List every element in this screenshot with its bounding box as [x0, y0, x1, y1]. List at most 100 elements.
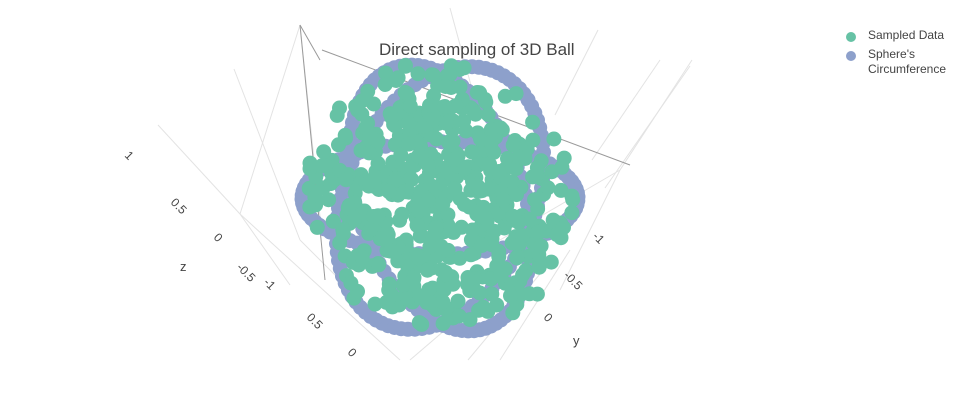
sampled-data-point	[556, 220, 571, 235]
sampled-data-point	[439, 116, 455, 131]
sampled-data-point	[451, 308, 467, 324]
sampled-data-point	[564, 188, 580, 204]
sampled-data-point	[554, 159, 570, 175]
sampled-data-point	[564, 205, 580, 221]
sampled-data-point	[302, 199, 318, 215]
sampled-data-point	[500, 151, 515, 166]
sampled-data-point	[394, 206, 410, 222]
sampled-data-point	[436, 282, 452, 298]
axis-line	[299, 24, 326, 281]
chart-title: Direct sampling of 3D Ball	[379, 40, 575, 59]
sampled-data-point	[420, 193, 436, 208]
sampled-data-point	[471, 179, 487, 195]
sampled-data-point	[393, 147, 409, 163]
sampled-data-point	[478, 94, 494, 110]
grid-line	[559, 169, 621, 291]
sampled-data-point	[508, 161, 524, 177]
sampled-data-point	[378, 65, 394, 81]
sampled-data-point	[478, 210, 494, 226]
sampled-data-point	[509, 187, 524, 203]
sampled-data-point	[361, 174, 377, 190]
sampled-data-point	[462, 199, 477, 215]
sampled-data-point	[420, 157, 436, 173]
sampled-data-point	[530, 201, 546, 217]
sampled-data-point	[440, 134, 456, 150]
sampled-data-point	[435, 294, 451, 310]
axis-line	[299, 24, 321, 61]
sampled-data-point	[354, 93, 370, 109]
z-tick-label: 0.5	[168, 195, 190, 217]
sampled-data-point	[497, 88, 513, 104]
sampled-data-point	[456, 161, 472, 177]
sampled-data-point	[489, 297, 505, 313]
grid-line	[239, 213, 401, 361]
sampled-data-point	[493, 268, 509, 284]
sampled-data-point	[371, 257, 387, 273]
sampled-data-point	[402, 98, 418, 114]
sampled-data-point	[511, 238, 527, 253]
grid-line	[604, 65, 691, 189]
x-tick-label: 0.5	[304, 310, 326, 332]
y-tick-label: -1	[590, 229, 608, 247]
sampled-data-point	[382, 243, 398, 259]
sampled-data-point	[338, 172, 354, 188]
sampled-data-point	[424, 67, 440, 83]
sampled-data-point	[397, 84, 413, 100]
sampled-data-point	[416, 118, 432, 134]
sampled-data-point	[384, 109, 400, 125]
sampled-data-point	[366, 96, 382, 112]
sampled-data-point	[525, 114, 541, 130]
sampled-data-point	[409, 217, 425, 233]
sampled-data-point	[475, 299, 491, 315]
legend-swatch-sampled-data	[846, 32, 856, 42]
sampled-data-point	[331, 137, 346, 153]
sampled-data-point	[367, 296, 383, 312]
x-tick-label: -1	[261, 275, 279, 293]
sampled-data-point	[495, 192, 511, 208]
sampled-data-point	[517, 151, 533, 166]
sampled-data-point	[509, 249, 525, 265]
y-axis-title: y	[573, 333, 580, 348]
sampled-data-point	[504, 174, 520, 190]
sampled-data-point	[405, 272, 421, 288]
sampled-data-point	[483, 135, 499, 151]
x-tick-label: 0	[345, 345, 360, 360]
sampled-data-point	[362, 128, 378, 144]
sampled-data-point	[540, 180, 556, 196]
sampled-data-point	[533, 238, 549, 254]
sampled-data-point	[314, 158, 330, 174]
grid-line	[239, 213, 291, 286]
grid-line	[233, 68, 301, 241]
grid-line	[499, 249, 571, 361]
sampled-data-point	[474, 238, 490, 253]
z-tick-label: 1	[122, 148, 137, 163]
legend-swatch-sphere-circumference	[846, 51, 856, 61]
sampled-data-point	[503, 288, 518, 304]
sampled-data-point	[505, 305, 521, 321]
sampled-data-point	[546, 131, 562, 147]
legend-item-sampled-data[interactable]: Sampled Data	[838, 28, 974, 43]
grid-line	[239, 24, 301, 215]
sampled-data-point	[309, 219, 325, 235]
sampled-data-point	[543, 254, 559, 270]
sampled-data-point	[447, 181, 463, 197]
sampled-data-point	[530, 224, 546, 240]
sampled-data-point	[456, 60, 472, 76]
sampled-data-point	[511, 214, 527, 230]
z-tick-label: -0.5	[234, 260, 259, 285]
sampled-data-point	[390, 70, 406, 86]
sampled-data-point	[332, 235, 348, 251]
sampled-data-point	[316, 144, 332, 160]
sampled-data-point	[411, 315, 427, 331]
sampled-data-point	[437, 99, 453, 114]
sampled-data-point	[461, 271, 477, 287]
sampled-data-point	[429, 131, 444, 147]
sampled-data-point	[486, 223, 502, 239]
sampled-data-point	[410, 66, 426, 82]
sampled-data-point	[321, 192, 337, 208]
sampled-data-point	[347, 211, 363, 227]
legend-item-sphere-circumference[interactable]: Sphere's Circumference	[838, 47, 974, 77]
sampled-data-point	[480, 107, 496, 123]
